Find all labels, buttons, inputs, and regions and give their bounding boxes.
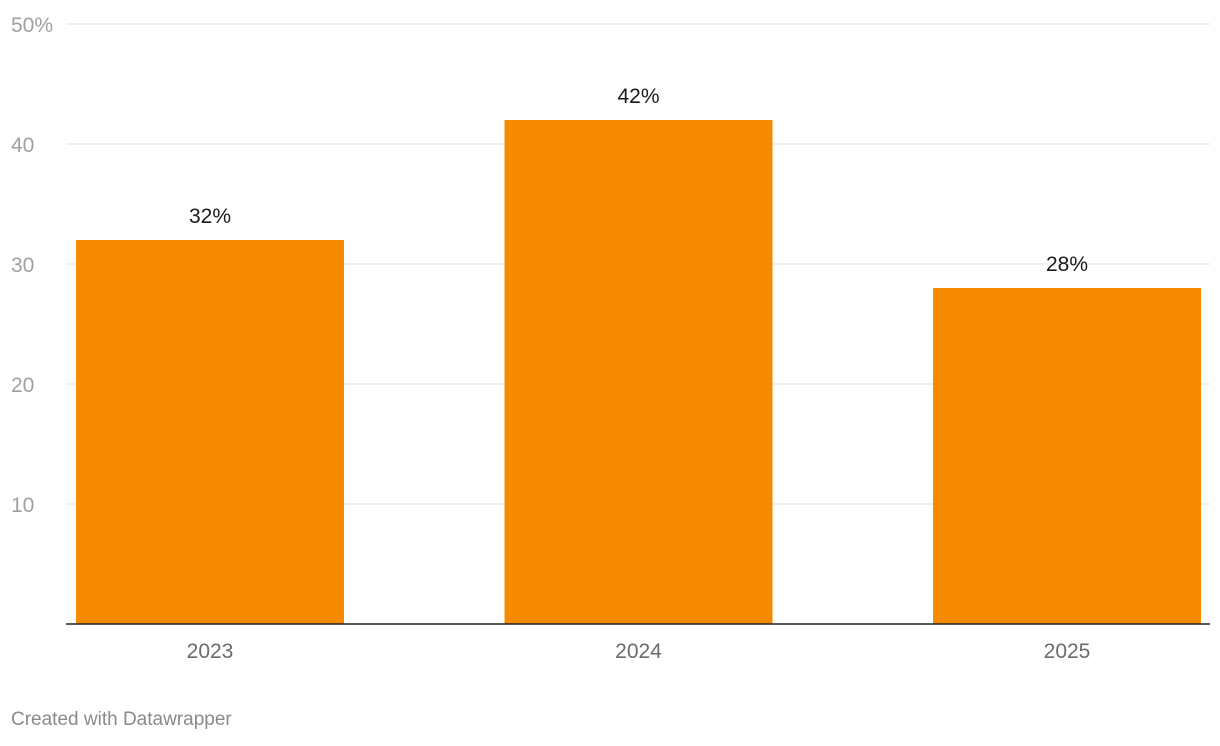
x-axis-ticks: 2023 2024 2025	[187, 640, 1091, 663]
y-tick-label: 10	[11, 494, 34, 517]
bar-2023	[76, 240, 344, 624]
data-label: 32%	[189, 205, 231, 228]
x-tick-label: 2023	[187, 640, 234, 663]
y-axis-ticks: 10 20 30 40 50%	[11, 14, 53, 517]
data-label: 28%	[1046, 253, 1088, 276]
x-tick-label: 2024	[615, 640, 662, 663]
y-tick-label: 40	[11, 134, 34, 157]
bar-2025	[933, 288, 1201, 624]
x-tick-label: 2025	[1044, 640, 1091, 663]
data-label: 42%	[617, 85, 659, 108]
bar-chart: 10 20 30 40 50% 32% 42% 28% 2023 2024 2025	[11, 14, 1210, 663]
bar-2024	[504, 120, 773, 624]
y-tick-label: 50%	[11, 14, 53, 37]
y-tick-label: 30	[11, 254, 34, 277]
y-tick-label: 20	[11, 374, 34, 397]
bars	[76, 120, 1201, 624]
data-labels: 32% 42% 28%	[189, 85, 1088, 276]
credit-text: Created with Datawrapper	[11, 709, 232, 730]
